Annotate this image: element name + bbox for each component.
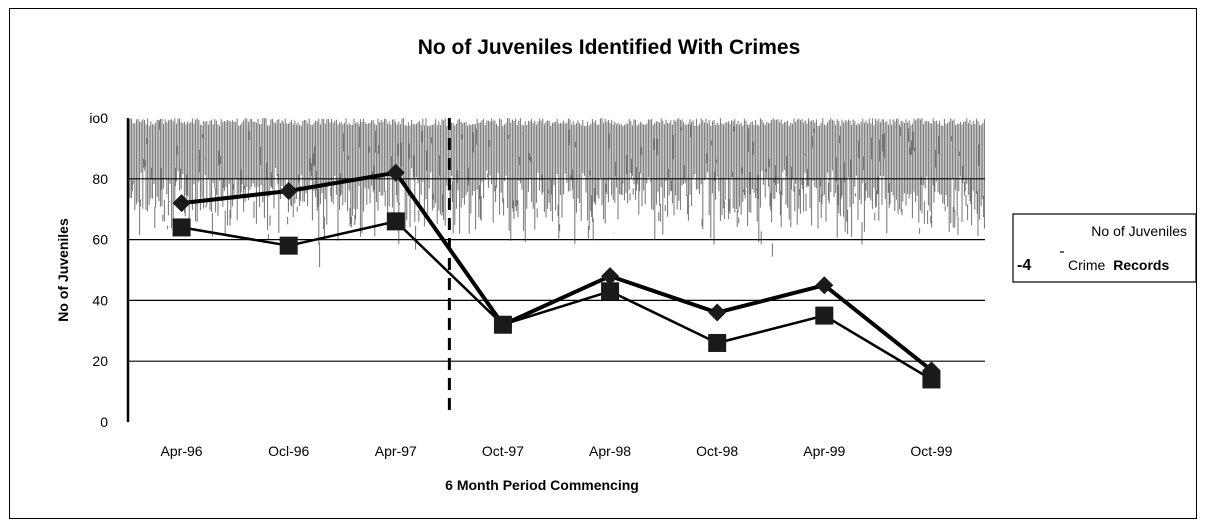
series-line (181, 220, 933, 381)
plot-texture (129, 118, 985, 268)
y-tick-label: 20 (92, 353, 108, 369)
diamond-marker (815, 276, 834, 295)
x-tick-labels: Apr-96 Ocl-96 Apr-97 Oct-97 Apr-98 Oct-98 Apr-… (161, 443, 953, 459)
x-tick-label: Oct-98 (696, 443, 738, 459)
square-marker (386, 212, 405, 231)
x-tick-label: Apr-99 (803, 443, 845, 459)
y-tick-label: 60 (92, 232, 108, 248)
diamond-marker (172, 194, 191, 213)
x-tick-label: Ocl-96 (268, 443, 309, 459)
y-tick-label: io0 (89, 110, 108, 126)
square-marker (815, 306, 834, 325)
legend-label-crime-records: Crime Records (1068, 257, 1169, 273)
x-tick-label: Oct-99 (910, 443, 952, 459)
square-marker (708, 333, 727, 352)
x-axis-label: 6 Month Period Commencing (445, 477, 639, 493)
x-tick-label: Apr-96 (161, 443, 203, 459)
x-tick-label: Oct-97 (482, 443, 524, 459)
square-marker (172, 218, 191, 237)
series (172, 163, 941, 389)
diamond-marker (279, 181, 298, 200)
y-axis-label: No of Juveniles (55, 218, 71, 322)
legend-records-word: Records (1113, 257, 1169, 273)
square-marker (279, 236, 298, 255)
diamond-marker (386, 163, 405, 182)
legend-box (1012, 213, 1197, 283)
y-tick-labels: 0 20 40 60 80 io0 (89, 110, 108, 430)
diamond-marker (708, 303, 727, 322)
texture-strokes (129, 118, 985, 268)
x-tick-label: Apr-97 (375, 443, 417, 459)
square-marker (493, 315, 512, 334)
x-tick-label: Apr-98 (589, 443, 631, 459)
y-tick-label: 0 (100, 414, 108, 430)
legend: No of Juveniles -4 Crime Records (1012, 213, 1197, 283)
y-tick-label: 40 (92, 292, 108, 308)
series-crime-records (172, 163, 941, 380)
square-marker (922, 370, 941, 389)
legend-symbol: -4 (1017, 257, 1031, 274)
chart-title: No of Juveniles Identified With Crimes (418, 36, 801, 59)
y-tick-label: 80 (92, 171, 108, 187)
series-no-of-juveniles (172, 212, 941, 389)
series-line (181, 170, 933, 372)
diamond-marker (601, 267, 620, 286)
legend-crime-word: Crime (1068, 257, 1106, 273)
square-marker (601, 282, 620, 301)
legend-label-no-of-juveniles: No of Juveniles (1091, 223, 1187, 239)
